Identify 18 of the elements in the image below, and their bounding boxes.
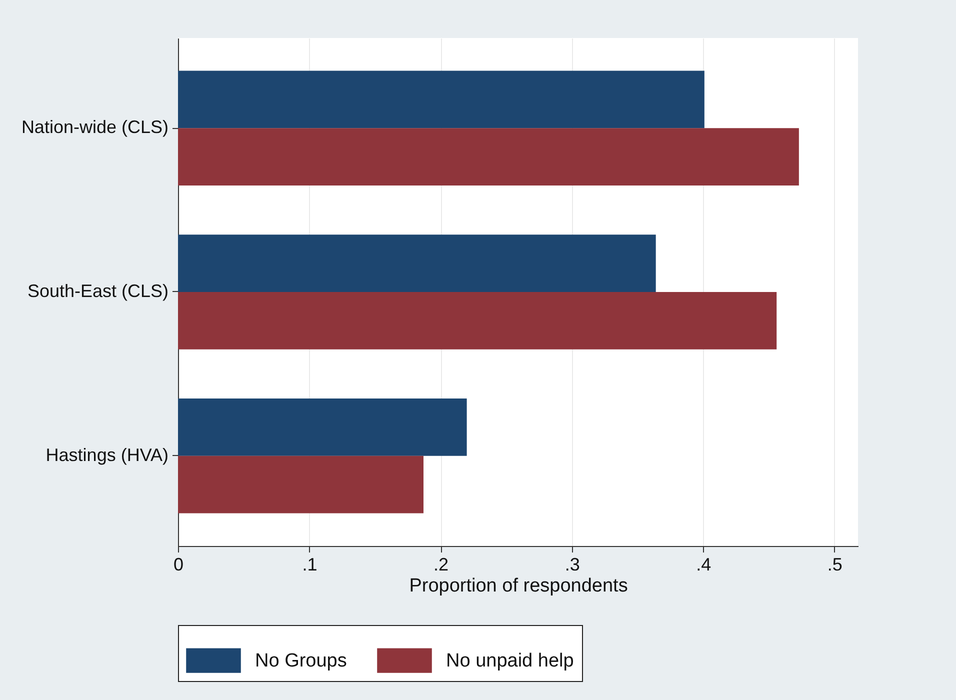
legend-label: No unpaid help — [446, 650, 574, 672]
x-tick-label: .5 — [827, 554, 842, 574]
x-tick-label: .1 — [302, 554, 318, 574]
bar — [178, 128, 799, 186]
bar — [178, 234, 656, 292]
x-axis-title: Proportion of respondents — [409, 576, 628, 596]
y-tick-label: Hastings (HVA) — [46, 444, 168, 465]
x-tick-label: .2 — [434, 554, 449, 574]
x-tick-label: 0 — [173, 554, 184, 574]
x-tick-label: .4 — [696, 554, 712, 574]
bar — [178, 292, 777, 350]
bar — [178, 398, 467, 456]
y-tick-label: Nation-wide (CLS) — [21, 117, 168, 138]
y-tick-label: South-East (CLS) — [27, 281, 168, 301]
bar — [178, 70, 704, 128]
x-tick-label: .3 — [564, 554, 580, 574]
bar — [178, 456, 424, 514]
legend-label: No Groups — [255, 650, 347, 672]
